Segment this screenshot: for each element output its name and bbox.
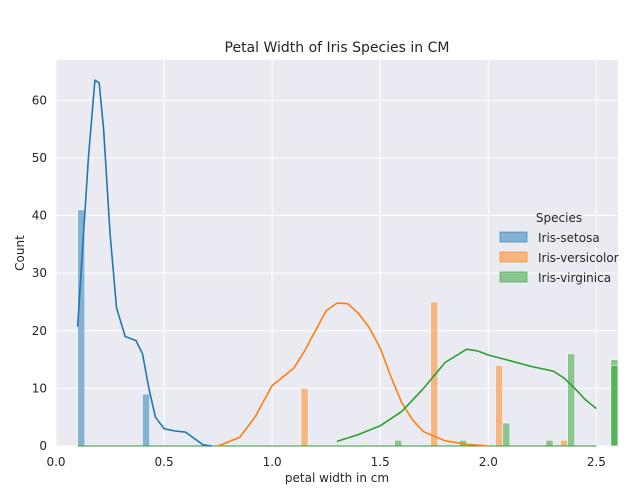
histogram-bar: [545, 439, 554, 447]
y-tick-labels: 0 10 20 30 40 50 60: [32, 93, 47, 453]
x-tick-label: 2.0: [479, 455, 498, 469]
histogram-bar: [300, 388, 309, 447]
y-tick-label: 30: [32, 266, 47, 280]
kde-line: [336, 348, 597, 443]
x-tick-labels: 0.0 0.5 1.0 1.5 2.0 2.5: [46, 455, 605, 469]
y-tick-label: 10: [32, 381, 47, 395]
y-tick-label: 20: [32, 324, 47, 338]
kde-line: [76, 79, 212, 447]
y-tick-label: 50: [32, 151, 47, 165]
legend-label: Iris-setosa: [538, 231, 600, 245]
x-tick-label: 0.5: [155, 455, 174, 469]
x-tick-label: 2.5: [587, 455, 606, 469]
y-tick-label: 0: [39, 439, 47, 453]
histogram-bar: [495, 365, 504, 447]
histogram-bars: [77, 209, 619, 447]
chart-title: Petal Width of Iris Species in CM: [225, 40, 450, 56]
x-tick-label: 0.0: [46, 455, 65, 469]
kde-lines: [76, 79, 597, 447]
legend-label: Iris-virginica: [538, 271, 611, 285]
legend-swatch: [499, 271, 528, 283]
legend-swatch: [499, 251, 528, 263]
histogram-bar: [77, 209, 86, 447]
histogram-bar: [502, 422, 511, 447]
histogram-bar: [142, 393, 150, 447]
histogram-bar: [567, 353, 576, 447]
histogram-bar: [610, 365, 619, 447]
legend-swatch: [499, 231, 528, 243]
legend: Species Iris-setosa Iris-versicolor Iris-v…: [499, 211, 619, 285]
legend-label: Iris-versicolor: [538, 251, 619, 265]
histogram-bar: [560, 439, 568, 447]
x-tick-label: 1.0: [263, 455, 282, 469]
y-tick-label: 40: [32, 209, 47, 223]
y-axis-label: Count: [13, 235, 27, 271]
histogram-bar: [394, 439, 403, 447]
histogram-bar: [430, 301, 439, 447]
x-tick-label: 1.5: [371, 455, 390, 469]
y-tick-label: 60: [32, 93, 47, 107]
kde-line: [217, 302, 489, 447]
x-axis-label: petal width in cm: [285, 471, 389, 485]
legend-title: Species: [536, 211, 582, 225]
legend-items: Iris-setosa Iris-versicolor Iris-virginica: [499, 231, 619, 285]
